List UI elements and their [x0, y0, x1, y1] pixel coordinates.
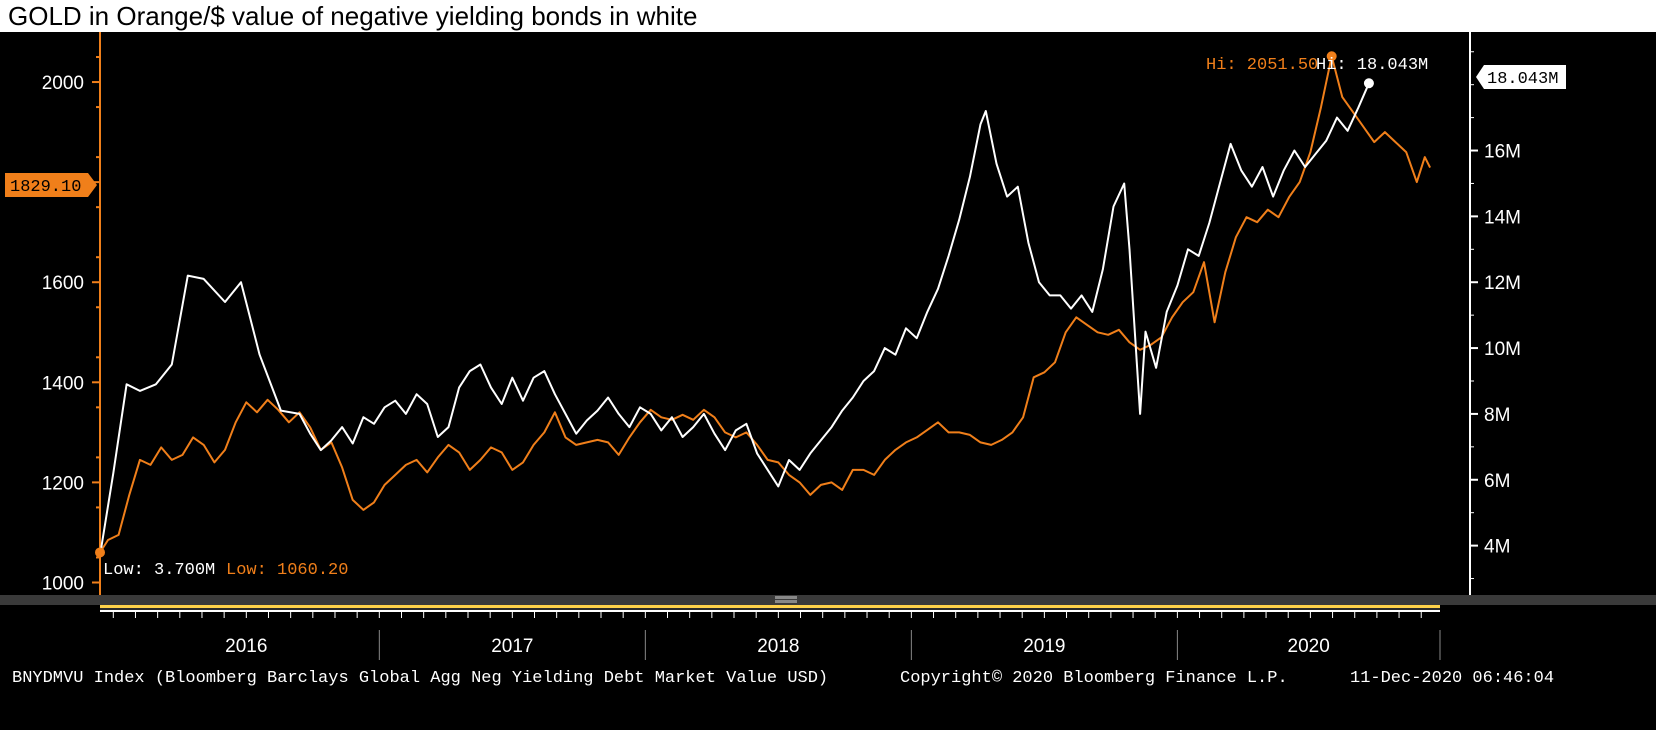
footer-index-text: BNYDMVU Index (Bloomberg Barclays Global…	[12, 669, 828, 688]
gold-high-label: Hi: 2051.50	[1206, 56, 1318, 75]
year-separators	[378, 630, 1441, 660]
right-tick-label: 4M	[1484, 537, 1510, 558]
footer-timestamp: 11-Dec-2020 06:46:04	[1350, 669, 1554, 688]
right-tick-label: 10M	[1484, 339, 1521, 360]
chart-background	[0, 32, 1656, 730]
debt-series-line	[99, 82, 1370, 556]
time-axis-minor-ticks	[112, 611, 1422, 618]
scrollbar-grip-top[interactable]	[775, 596, 797, 599]
right-last-value-text: 18.043M	[1487, 70, 1558, 89]
gold-low-label: Low: 1060.20	[226, 561, 348, 580]
chart-title: GOLD in Orange/$ value of negative yield…	[8, 1, 698, 31]
right-last-value-tag: 18.043M	[1476, 65, 1566, 89]
scrollbar-divider	[0, 595, 1656, 605]
left-last-value-tag: 1829.10	[5, 173, 97, 197]
left-tick-label: 1400	[42, 373, 84, 394]
right-tick-label: 14M	[1484, 207, 1521, 228]
left-tick-label: 1200	[42, 473, 84, 494]
x-tick-label: 2017	[491, 636, 533, 657]
right-tick-label: 6M	[1484, 471, 1510, 492]
left-tick-label: 1600	[42, 273, 84, 294]
right-last-value-tag-bg	[1476, 65, 1566, 89]
time-scrollbar[interactable]	[0, 595, 1656, 618]
debt-high-marker	[1363, 78, 1374, 89]
debt-low-label: Low: 3.700M	[103, 561, 215, 580]
gold-low-marker	[95, 547, 105, 558]
x-axis-year-labels: 2016 2017 2018 2019 2020	[225, 636, 1330, 657]
footer-copyright: Copyright© 2020 Bloomberg Finance L.P.	[900, 669, 1288, 688]
x-tick-label: 2018	[757, 636, 799, 657]
right-tick-label: 16M	[1484, 142, 1521, 163]
axes	[99, 32, 1471, 595]
left-last-value-text: 1829.10	[10, 178, 81, 197]
left-tick-label: 2000	[42, 73, 84, 94]
debt-high-label: Hi: 18.043M	[1316, 56, 1428, 75]
left-last-value-tag-bg	[5, 173, 97, 197]
scrollbar-fill[interactable]	[100, 605, 1440, 608]
right-tick-label: 12M	[1484, 273, 1521, 294]
right-tick-label: 8M	[1484, 405, 1510, 426]
left-tick-label: 1000	[42, 573, 84, 594]
chart-canvas: 100012001400160018002000 4M6M8M10M12M14M…	[0, 32, 1656, 730]
gold-high-marker	[1326, 51, 1337, 62]
scrollbar-grip-bottom[interactable]	[775, 600, 797, 603]
right-axis-ticks: 4M 6M 8M 10M 12M 14M 16M	[1470, 51, 1521, 580]
x-tick-label: 2019	[1023, 636, 1065, 657]
x-tick-label: 2016	[225, 636, 267, 657]
x-tick-label: 2020	[1288, 636, 1330, 657]
